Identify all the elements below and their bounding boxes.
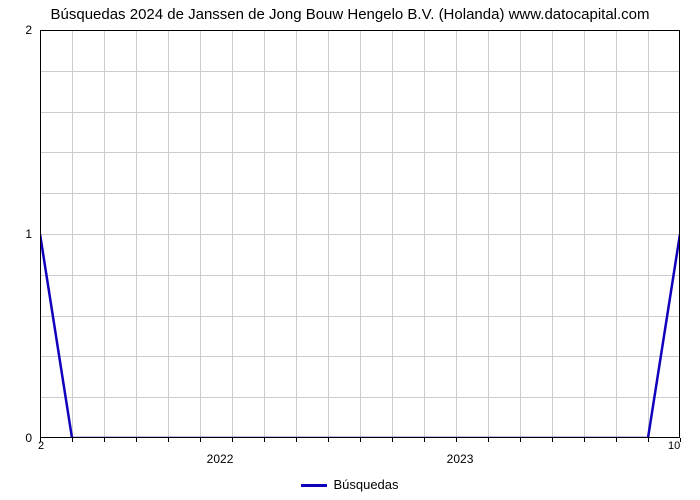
x-tick-label: 2022 bbox=[207, 452, 234, 466]
line-series bbox=[40, 30, 680, 438]
x-minor-tick bbox=[360, 438, 361, 442]
x-minor-tick bbox=[72, 438, 73, 442]
x-minor-tick bbox=[584, 438, 585, 442]
y-tick-label: 1 bbox=[0, 227, 32, 241]
chart-container: Búsquedas 2024 de Janssen de Jong Bouw H… bbox=[0, 0, 700, 500]
x-secondary-right: 10 bbox=[668, 440, 680, 452]
legend-label: Búsquedas bbox=[333, 477, 398, 492]
x-minor-tick bbox=[168, 438, 169, 442]
y-tick-label: 2 bbox=[0, 23, 32, 37]
x-minor-tick bbox=[552, 438, 553, 442]
x-secondary-left: 2 bbox=[38, 440, 44, 452]
x-minor-tick bbox=[136, 438, 137, 442]
x-tick-label: 2023 bbox=[447, 452, 474, 466]
x-minor-tick bbox=[648, 438, 649, 442]
x-minor-tick bbox=[40, 438, 41, 442]
x-minor-tick bbox=[488, 438, 489, 442]
y-tick-label: 0 bbox=[0, 431, 32, 445]
x-minor-tick bbox=[296, 438, 297, 442]
x-minor-tick bbox=[680, 438, 681, 442]
x-minor-tick bbox=[104, 438, 105, 442]
series-line bbox=[40, 234, 680, 438]
x-minor-tick bbox=[392, 438, 393, 442]
x-minor-tick bbox=[232, 438, 233, 442]
x-minor-tick bbox=[456, 438, 457, 442]
plot-area bbox=[40, 30, 680, 438]
x-minor-tick bbox=[424, 438, 425, 442]
x-minor-tick bbox=[264, 438, 265, 442]
x-minor-tick bbox=[200, 438, 201, 442]
x-minor-tick bbox=[520, 438, 521, 442]
chart-title: Búsquedas 2024 de Janssen de Jong Bouw H… bbox=[0, 6, 700, 23]
x-minor-tick bbox=[616, 438, 617, 442]
x-minor-tick bbox=[328, 438, 329, 442]
legend: Búsquedas bbox=[0, 477, 700, 492]
legend-swatch bbox=[301, 484, 327, 487]
